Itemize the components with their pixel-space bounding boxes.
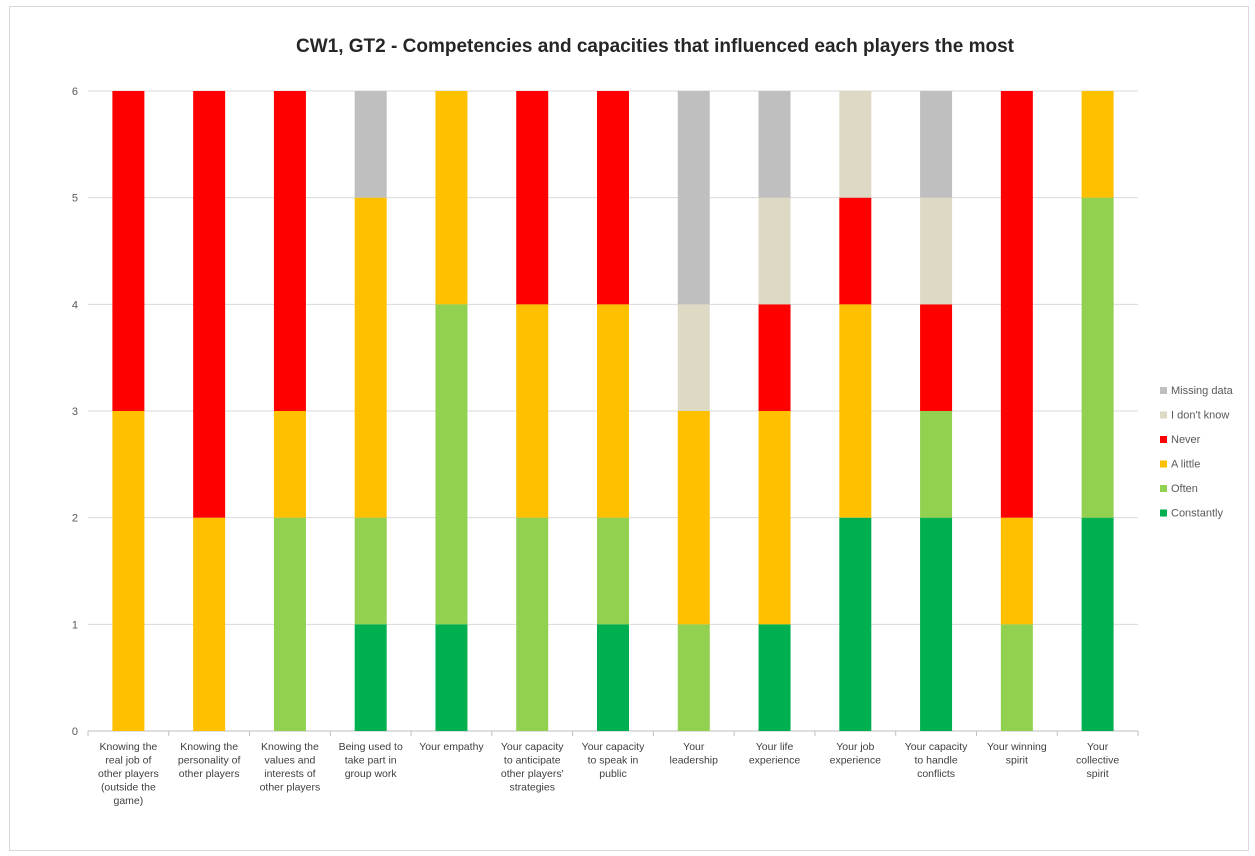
bar-segment (920, 411, 953, 518)
bar-segment (920, 517, 953, 731)
bar-segment (839, 517, 872, 731)
chart-title: CW1, GT2 - Competencies and capacities t… (296, 36, 1015, 57)
legend-item: Often (1160, 483, 1198, 495)
legend-item: Missing data (1160, 385, 1234, 397)
x-tick-label: Your capacity to handle conflicts (905, 741, 968, 780)
bar-segment (677, 624, 710, 731)
x-tick-label: Your winning spirit (987, 741, 1047, 767)
y-tick-label: 5 (72, 193, 78, 205)
bar-segment (839, 197, 872, 305)
x-tick-label: Being used to take part in group work (339, 741, 403, 780)
x-tick-label: Your life experience (749, 741, 801, 767)
bar-segment (273, 91, 306, 411)
bar-segment (1000, 624, 1033, 731)
x-tick-label: Knowing the personality of other players (178, 741, 241, 780)
bar-segment (193, 91, 226, 518)
x-tick-label: Your capacity to speak in public (582, 741, 645, 780)
legend-item: Never (1160, 434, 1201, 446)
x-tick-label: Your empathy (419, 741, 484, 753)
x-tick-label: Knowing the real job of other players (outs… (98, 741, 159, 807)
legend-swatch (1160, 436, 1167, 443)
legend-label: Missing data (1171, 385, 1234, 397)
bar-segment (920, 91, 953, 198)
bar-segment (677, 304, 710, 411)
y-tick-label: 3 (72, 406, 78, 418)
bar-segment (112, 91, 145, 411)
bar-segment (597, 517, 629, 625)
bar-segment (1081, 197, 1114, 518)
y-tick-label: 0 (72, 726, 78, 738)
y-axis: 0 1 2 3 4 5 6 (72, 86, 78, 738)
bar-segment (920, 197, 953, 305)
y-tick-label: 1 (72, 619, 78, 631)
bars (112, 91, 1114, 731)
legend-item: I don't know (1160, 410, 1229, 422)
x-tick-label: Your collective spirit (1076, 741, 1119, 780)
bar-segment (920, 304, 953, 411)
legend-label: A little (1171, 459, 1200, 471)
legend-swatch (1160, 411, 1167, 419)
bar-segment (435, 304, 468, 625)
bar-segment (1000, 91, 1033, 518)
bar-segment (597, 624, 629, 731)
bar-segment (839, 304, 872, 518)
legend-swatch (1160, 485, 1167, 492)
legend: Missing data I don't know Never A little Oft… (1160, 385, 1234, 520)
bar-segment (758, 624, 791, 731)
bar-segment (435, 624, 468, 731)
bar-segment (758, 91, 791, 198)
legend-item: A little (1160, 459, 1200, 471)
bar-segment (597, 304, 629, 518)
x-tick-label: Your leadership (670, 741, 719, 767)
legend-item: Constantly (1160, 508, 1223, 520)
bar-segment (597, 91, 629, 305)
bar-segment (354, 197, 387, 518)
bar-segment (273, 411, 306, 518)
bar-segment (677, 411, 710, 625)
legend-label: Often (1171, 483, 1198, 495)
bar-segment (1081, 91, 1114, 198)
bar-segment (354, 517, 387, 625)
y-tick-label: 2 (72, 513, 78, 525)
bar-segment (193, 517, 226, 731)
legend-swatch (1160, 509, 1167, 517)
bar-segment (1000, 517, 1033, 625)
bar-segment (354, 91, 387, 198)
bar-segment (354, 624, 387, 731)
y-tick-label: 6 (72, 86, 78, 98)
bar-segment (677, 91, 710, 305)
legend-label: Constantly (1171, 508, 1223, 520)
bar-segment (112, 411, 145, 731)
y-tick-label: 4 (72, 299, 78, 311)
bar-segment (758, 304, 791, 411)
legend-label: Never (1171, 434, 1201, 446)
x-tick-label: Your capacity to anticipate other players'… (501, 741, 564, 794)
bar-segment (839, 91, 872, 198)
bar-segment (758, 197, 791, 305)
bar-segment (435, 91, 468, 305)
legend-swatch (1160, 387, 1167, 394)
bar-segment (273, 517, 306, 731)
bar-segment (516, 517, 549, 731)
bar-segment (516, 304, 549, 518)
legend-swatch (1160, 460, 1167, 468)
x-axis: Knowing the real job of other players (outs… (87, 731, 1139, 807)
x-tick-label: Your job experience (830, 741, 882, 767)
legend-label: I don't know (1171, 410, 1229, 422)
x-tick-label: Knowing the values and interests of other p… (260, 741, 321, 794)
bar-segment (516, 91, 549, 305)
bar-segment (1081, 517, 1114, 731)
bar-segment (758, 411, 791, 625)
